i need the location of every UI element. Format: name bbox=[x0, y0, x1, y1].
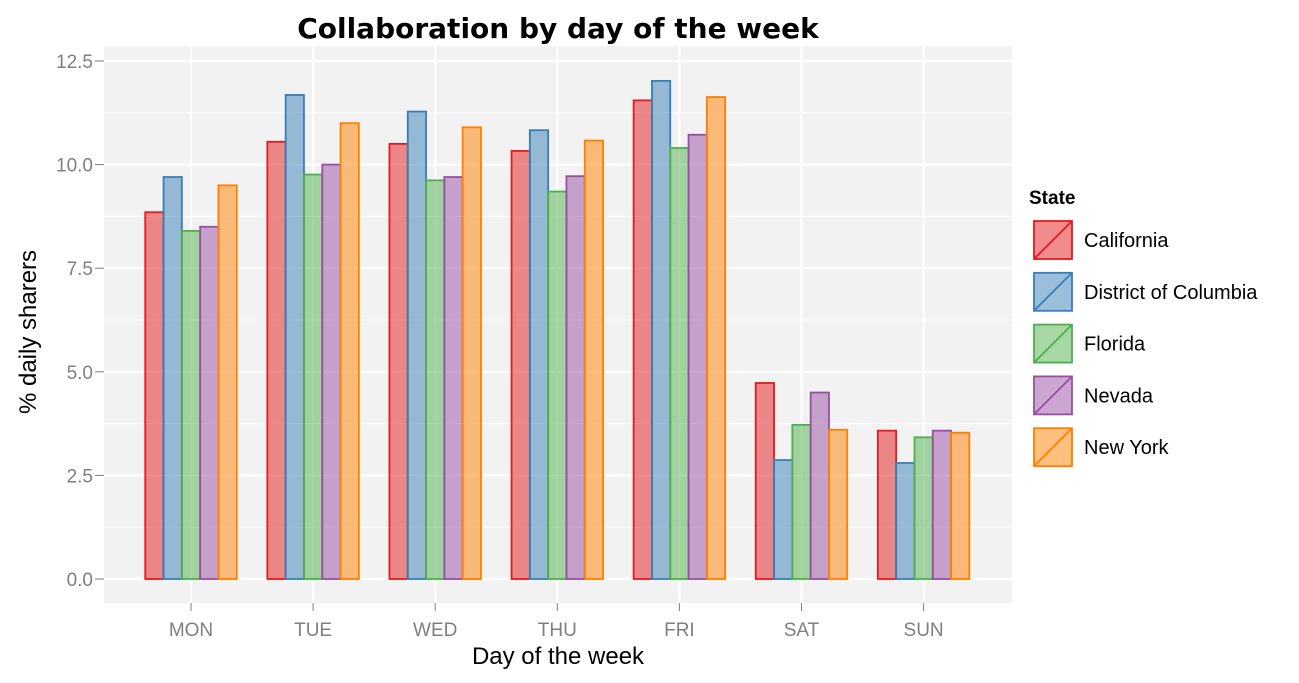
legend-key-diagonal bbox=[1033, 427, 1073, 467]
bar-district-of-columbia-thu bbox=[528, 129, 550, 580]
bar-nevada-sat bbox=[809, 391, 830, 580]
bar-california-sat bbox=[754, 382, 775, 580]
legend-title: State bbox=[1029, 188, 1075, 209]
x-tick-label-tue: TUE bbox=[294, 620, 332, 641]
legend-key-diagonal bbox=[1033, 323, 1073, 364]
bar-nevada-sun bbox=[931, 429, 952, 580]
y-tick-label: 7.5 bbox=[67, 259, 93, 280]
x-tick-label-fri: FRI bbox=[664, 620, 695, 641]
bar-florida-sun bbox=[913, 436, 934, 580]
bar-new-york-sat bbox=[828, 428, 849, 580]
y-tick-labels: 0.0 2.5 5.0 7.5 10.0 12.5 bbox=[56, 52, 104, 591]
legend-key-diagonal bbox=[1033, 272, 1073, 312]
legend-label-florida: Florida bbox=[1084, 334, 1146, 356]
bar-california-fri bbox=[632, 99, 653, 580]
bar-district-of-columbia-sat bbox=[773, 459, 794, 580]
legend-item-nevada: Nevada bbox=[1033, 375, 1154, 416]
bar-nevada-wed bbox=[443, 176, 464, 580]
y-tick-label: 2.5 bbox=[67, 466, 93, 487]
y-tick-label: 5.0 bbox=[67, 363, 93, 384]
legend-label-california: California bbox=[1084, 230, 1169, 252]
bar-new-york-fri bbox=[705, 96, 727, 580]
bar-new-york-mon bbox=[217, 184, 238, 580]
bar-district-of-columbia-sun bbox=[895, 462, 916, 580]
legend-item-california: California bbox=[1033, 220, 1169, 260]
legend-key-diagonal bbox=[1033, 375, 1073, 416]
bar-florida-mon bbox=[180, 229, 202, 580]
bar-california-mon bbox=[144, 211, 165, 580]
legend-item-new-york: New York bbox=[1033, 427, 1169, 468]
bar-california-tue bbox=[266, 140, 287, 580]
x-tick-label-sat: SAT bbox=[784, 620, 820, 641]
bar-new-york-tue bbox=[339, 122, 360, 580]
bar-district-of-columbia-wed bbox=[406, 110, 427, 580]
bar-california-wed bbox=[388, 142, 409, 580]
bar-new-york-sun bbox=[950, 431, 971, 580]
x-tick-label-mon: MON bbox=[169, 620, 213, 641]
bars bbox=[144, 79, 971, 580]
bar-nevada-mon bbox=[199, 225, 220, 580]
x-tick-label-thu: THU bbox=[538, 620, 577, 641]
bar-nevada-fri bbox=[687, 133, 708, 580]
y-axis-title: % daily sharers bbox=[15, 250, 42, 414]
legend-label-new-york: New York bbox=[1084, 437, 1169, 459]
legend-key-diagonal bbox=[1033, 220, 1073, 260]
y-tick-label: 12.5 bbox=[56, 52, 93, 73]
x-tick-labels: MON TUE WED THU FRI SAT SUN bbox=[169, 603, 944, 641]
bar-florida-tue bbox=[303, 173, 324, 580]
x-tick-label-sun: SUN bbox=[904, 620, 944, 641]
bar-florida-sat bbox=[791, 423, 812, 580]
legend-label-district-of-columbia: District of Columbia bbox=[1084, 282, 1258, 304]
bar-florida-fri bbox=[669, 147, 690, 580]
chart-title: Collaboration by day of the week bbox=[297, 12, 820, 45]
bar-california-sun bbox=[876, 429, 898, 580]
bar-florida-thu bbox=[547, 190, 568, 580]
bar-nevada-thu bbox=[565, 175, 586, 580]
bar-california-thu bbox=[510, 150, 531, 580]
legend: California District of Columbia Florida Nev… bbox=[1033, 220, 1258, 468]
x-tick-label-wed: WED bbox=[413, 620, 457, 641]
legend-item-district-of-columbia: District of Columbia bbox=[1033, 271, 1258, 312]
bar-district-of-columbia-tue bbox=[284, 94, 305, 580]
bar-nevada-tue bbox=[321, 163, 342, 580]
bar-florida-wed bbox=[425, 179, 446, 580]
legend-item-florida: Florida bbox=[1033, 323, 1146, 364]
x-axis-title: Day of the week bbox=[472, 643, 645, 670]
bar-district-of-columbia-mon bbox=[162, 176, 183, 580]
y-tick-label: 10.0 bbox=[56, 156, 93, 177]
bar-new-york-wed bbox=[461, 126, 482, 580]
bar-district-of-columbia-fri bbox=[651, 79, 672, 580]
y-tick-label: 0.0 bbox=[67, 570, 93, 591]
bar-new-york-thu bbox=[583, 139, 604, 580]
legend-label-nevada: Nevada bbox=[1084, 385, 1154, 407]
